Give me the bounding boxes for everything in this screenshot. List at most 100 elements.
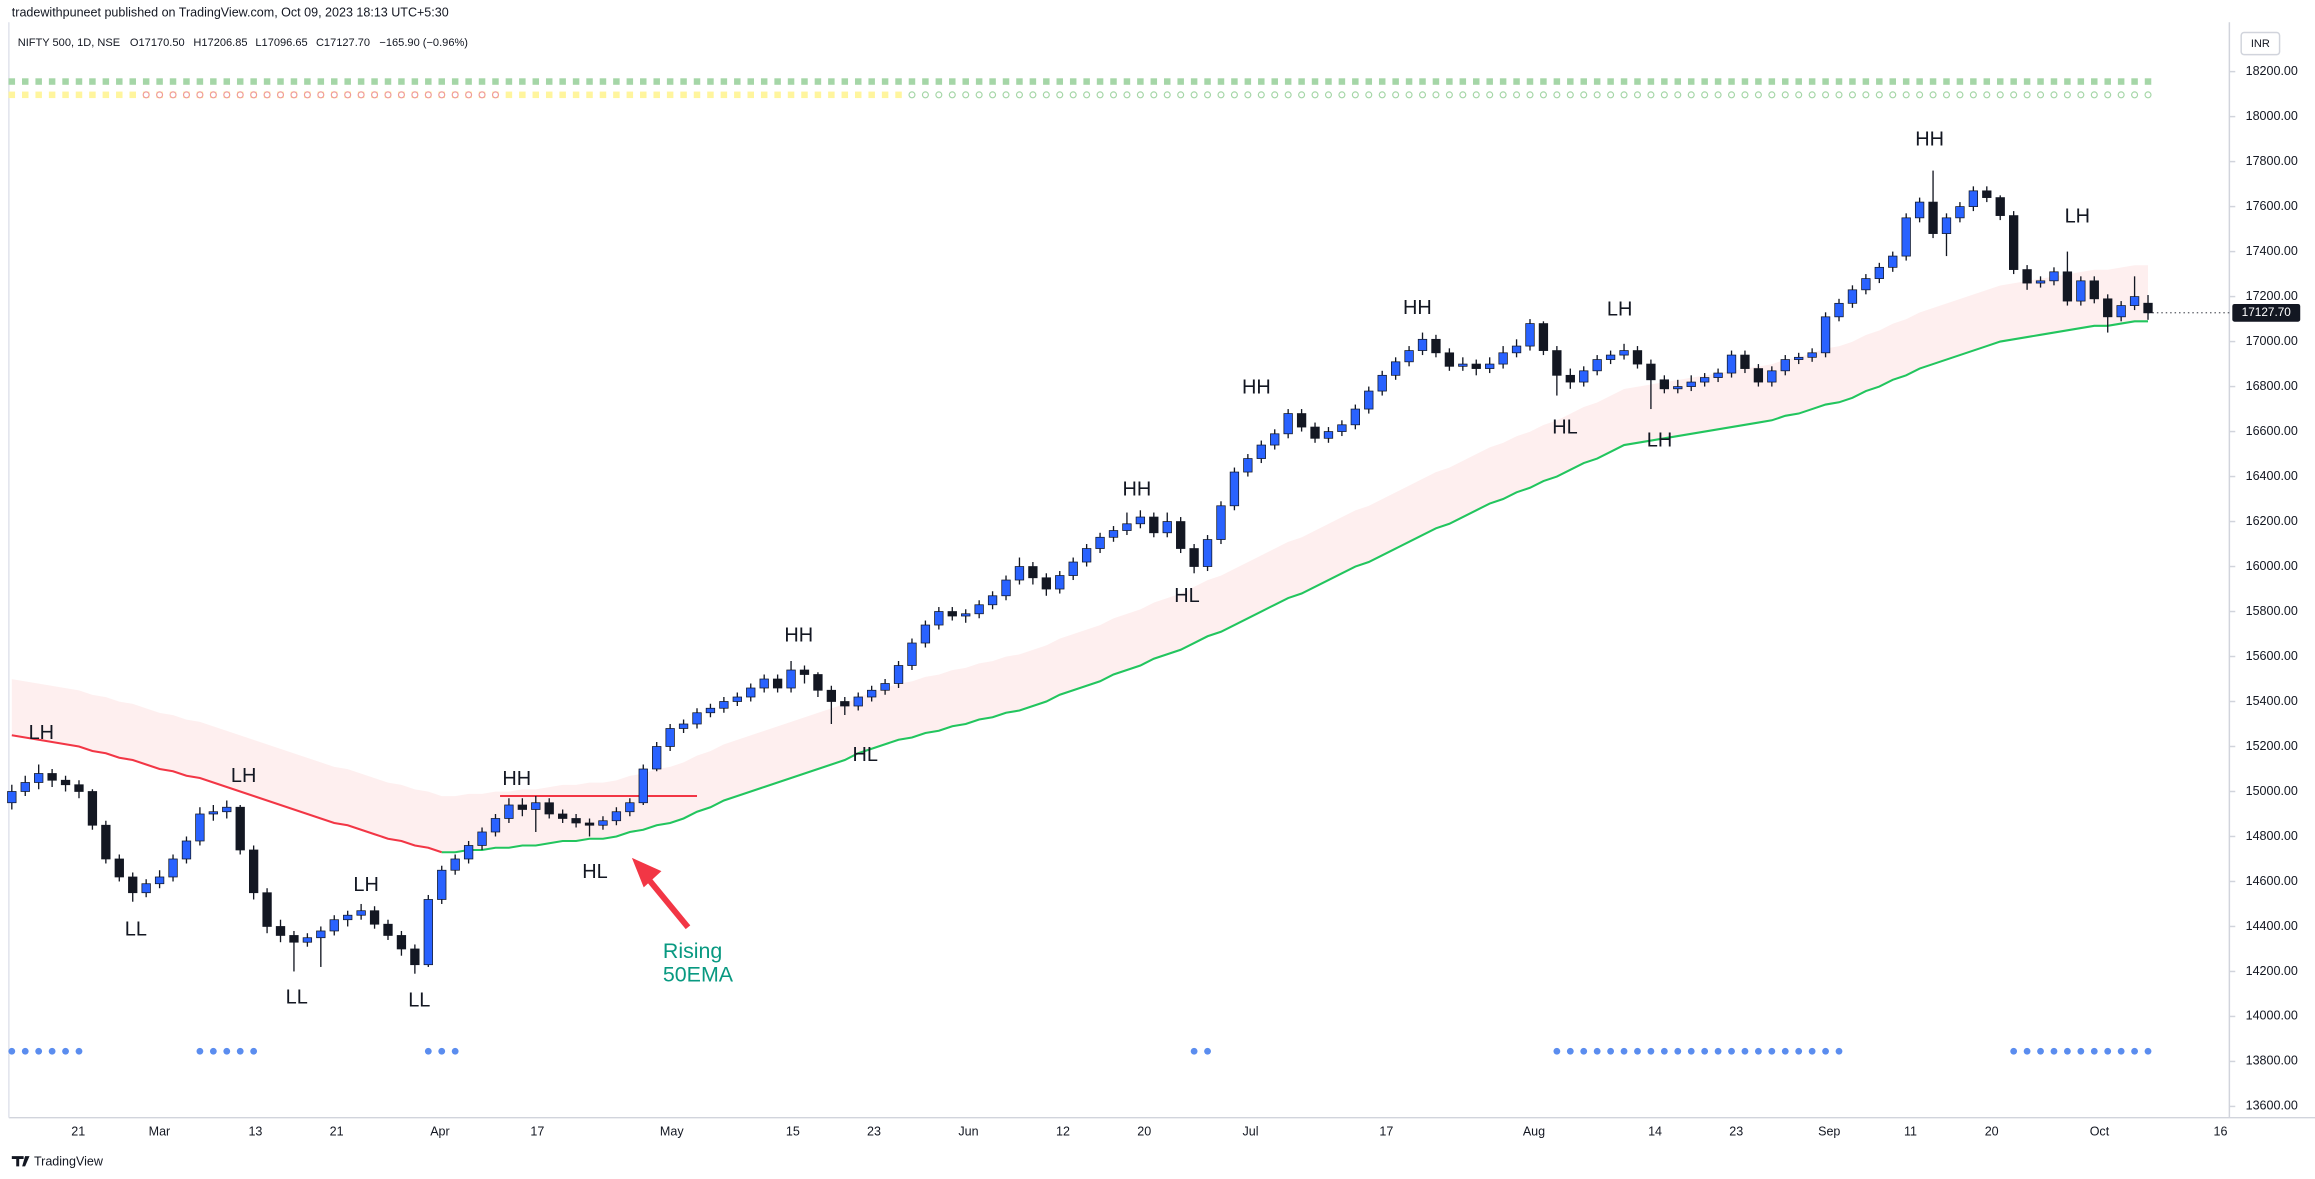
signal-dot	[1687, 1047, 1695, 1055]
indicator-dot	[1311, 91, 1319, 99]
y-tick-label: 14600.00	[2246, 874, 2298, 888]
indicator-square	[1123, 78, 1131, 85]
y-tick-label: 17400.00	[2246, 244, 2298, 258]
candle-body	[1135, 516, 1146, 525]
x-tick-label: 17	[1379, 1125, 1393, 1139]
candle-body	[329, 919, 339, 932]
x-tick-label: 23	[1729, 1125, 1743, 1139]
indicator-square	[828, 78, 835, 85]
indicator-square	[1271, 78, 1278, 85]
indicator-dot	[1983, 91, 1991, 99]
indicator-square	[1405, 78, 1413, 85]
candle-body	[383, 923, 393, 936]
indicator-square	[975, 78, 983, 85]
indicator-square	[2023, 78, 2031, 85]
indicator-dot	[1096, 91, 1104, 99]
arrow-head	[631, 857, 662, 888]
candle-body	[101, 824, 111, 860]
indicator-square	[317, 78, 325, 85]
indicator-square	[331, 78, 338, 85]
indicator-square	[102, 91, 110, 99]
indicator-square	[1177, 78, 1184, 85]
candle-body	[826, 689, 837, 702]
candle-body	[1310, 426, 1320, 439]
indicator-dot	[908, 91, 916, 99]
y-tick-label: 18000.00	[2246, 109, 2298, 123]
indicator-square	[854, 78, 862, 85]
indicator-dot	[1083, 91, 1091, 99]
signal-dot	[451, 1047, 459, 1055]
indicator-square	[1580, 78, 1587, 85]
indicator-square	[2064, 78, 2071, 85]
indicator-dot	[236, 91, 244, 99]
candle-body	[907, 642, 917, 666]
candle-body	[1888, 255, 1898, 268]
candle-body	[1579, 370, 1589, 383]
candle-body	[759, 678, 769, 689]
candle-body	[638, 768, 648, 804]
candle-body	[840, 701, 850, 707]
candle-body	[396, 935, 407, 950]
indicator-dot	[1163, 91, 1171, 99]
indicator-square	[814, 91, 822, 99]
indicator-dot	[451, 91, 459, 99]
signal-dot	[1768, 1047, 1776, 1055]
indicator-square	[1150, 78, 1158, 85]
indicator-dot	[1633, 91, 1642, 99]
indicator-square	[129, 91, 136, 99]
indicator-dot	[290, 91, 298, 99]
candle-body	[853, 696, 863, 707]
candle-body	[1014, 566, 1025, 581]
signal-dot	[2131, 1047, 2138, 1055]
indicator-dot	[2090, 91, 2098, 99]
x-tick-label: 13	[248, 1125, 262, 1139]
candle-body	[141, 883, 151, 894]
candle-body	[1162, 521, 1172, 534]
indicator-square	[559, 91, 566, 99]
indicator-square	[1352, 78, 1359, 85]
indicator-dot	[1405, 91, 1413, 99]
candle-body	[746, 687, 756, 698]
y-tick-label: 15800.00	[2246, 604, 2298, 618]
indicator-square	[572, 91, 580, 99]
indicator-square	[277, 78, 284, 85]
x-tick-label: Apr	[430, 1125, 450, 1139]
indicator-square	[1298, 78, 1305, 85]
indicator-square	[1674, 78, 1682, 85]
indicator-square	[116, 91, 123, 99]
indicator-dot	[1526, 91, 1534, 99]
candle-body	[1820, 316, 1831, 354]
candle-body	[652, 746, 662, 770]
symbol: NIFTY 500, 1D, NSE	[18, 37, 120, 49]
candle-body	[611, 811, 622, 822]
signal-dot	[1714, 1047, 1722, 1055]
y-tick-label: 15200.00	[2246, 739, 2298, 753]
y-tick-label: 15000.00	[2246, 784, 2298, 798]
ema-band	[11, 265, 2149, 853]
indicator-dot	[1647, 91, 1655, 99]
candle-body	[343, 914, 353, 921]
indicator-square	[1929, 78, 1937, 85]
indicator-square	[1419, 78, 1426, 85]
currency-box[interactable]	[2240, 31, 2281, 56]
indicator-dot	[371, 91, 379, 99]
indicator-square	[707, 91, 714, 99]
indicator-dot	[250, 91, 258, 99]
indicator-square	[1956, 78, 1964, 85]
indicator-dot	[948, 91, 956, 99]
indicator-square	[1231, 78, 1238, 85]
y-tick-label: 17200.00	[2246, 289, 2298, 303]
candle-body	[2062, 271, 2073, 302]
signal-dot	[2090, 1047, 2098, 1055]
indicator-square	[1620, 78, 1628, 85]
signal-dot	[1674, 1047, 1682, 1055]
x-tick-label: 17	[530, 1125, 544, 1139]
ema-line	[441, 320, 2149, 854]
indicator-dot	[2010, 91, 2018, 99]
indicator-square	[236, 78, 244, 85]
candle-body	[1055, 575, 1065, 590]
y-tick-label: 18200.00	[2246, 64, 2298, 78]
indicator-dot	[465, 91, 473, 99]
candle-body	[625, 802, 635, 813]
indicator-dot	[1822, 91, 1830, 99]
